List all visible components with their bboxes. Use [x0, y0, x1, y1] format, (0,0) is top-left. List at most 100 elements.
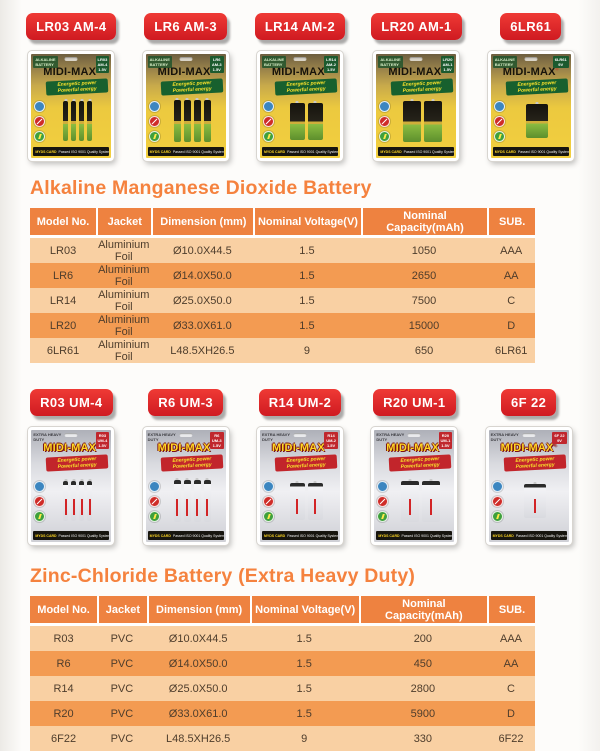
- text-line: 1.5V: [98, 67, 107, 72]
- pack-series-text: EXTRA HEAVY DUTY: [376, 432, 404, 442]
- table-cell: LR6: [30, 263, 97, 288]
- eco-icon: [148, 480, 160, 492]
- battery-cells: [162, 480, 223, 522]
- table-cell: Aluminium Foil: [96, 263, 152, 288]
- table-row: 6F22 PVC L48.5XH26.5 9 330 6F22: [30, 726, 535, 751]
- table-cell: 1.5: [253, 263, 361, 288]
- no-mercury-icon: [148, 115, 160, 127]
- alkaline-heading: Alkaline Manganese Dioxide Battery: [30, 177, 372, 199]
- eco-icon: [262, 480, 274, 492]
- text-line: LR03: [97, 57, 108, 62]
- product-model-label: 6LR61: [500, 13, 562, 40]
- pack-body: [260, 95, 340, 147]
- text-line: R03: [98, 433, 107, 438]
- registered-mark-icon: ®: [553, 442, 557, 448]
- text-line: 1.5V: [441, 443, 450, 448]
- table-cell: 9: [253, 338, 361, 363]
- eco-icon: [491, 480, 503, 492]
- text-line: BATTERY: [263, 62, 283, 67]
- table-cell: PVC: [97, 726, 147, 751]
- cert-strip-text: Passed ISO 9001 Quality System Certifica…: [515, 533, 567, 538]
- column-header: Jacket: [97, 596, 147, 626]
- no-mercury-icon: [379, 115, 391, 127]
- cert-strip: MYDS CARD Passed ISO 9001 Quality System …: [492, 147, 569, 156]
- table-row: R14 PVC Ø25.0X50.0 1.5 2800 C: [30, 676, 535, 701]
- cert-strip-tag: MYDS CARD: [492, 533, 514, 538]
- battery-cells: [507, 104, 568, 138]
- column-header: Nominal Voltage(V): [249, 596, 359, 626]
- eco-icon: [493, 100, 505, 112]
- brand-logo: MIDI-MAX®: [500, 442, 557, 454]
- table-cell: 9: [249, 726, 359, 751]
- table-cell: L48.5XH26.5: [151, 338, 254, 363]
- no-mercury-icon: [262, 115, 274, 127]
- pack-series-text: ALKALINE BATTERY: [33, 56, 58, 68]
- cert-strip: MYDS CARD Passed ISO 9001 Quality System …: [376, 531, 453, 540]
- table-cell: 650: [360, 338, 488, 363]
- text-line: AM-2: [326, 62, 336, 67]
- flash-icon: [148, 510, 160, 522]
- no-mercury-icon: [148, 495, 160, 507]
- table-cell: AA: [487, 651, 535, 676]
- cert-strip-text: Passed ISO 9001 Quality System Certifica…: [172, 149, 224, 154]
- battery-cell: [307, 482, 323, 520]
- battery-cell: [193, 480, 201, 522]
- table-row: LR20 Aluminium Foil Ø33.0X61.0 1.5 15000 D: [30, 313, 535, 338]
- column-header: SUB.: [487, 596, 535, 626]
- table-cell: 1.5: [253, 238, 361, 263]
- slogan-banner: Energetic power Powerful energy: [503, 454, 566, 472]
- flash-icon: [262, 510, 274, 522]
- cert-strip-text: Passed ISO 9001 Quality System Certifica…: [517, 149, 569, 154]
- battery-cells: [505, 484, 566, 518]
- flash-icon: [34, 510, 46, 522]
- table-cell: R03: [30, 626, 98, 651]
- battery-cell: [63, 481, 69, 521]
- text-line: 9V: [557, 438, 562, 443]
- pack-body: [146, 471, 226, 531]
- text-line: UM-3: [211, 438, 222, 443]
- hang-hole-icon: [409, 57, 423, 61]
- text-line: 1.5V: [443, 67, 452, 72]
- battery-cell: [524, 484, 547, 518]
- text-line: ALKALINE: [380, 57, 401, 62]
- cert-strip-tag: MYDS CARD: [263, 533, 286, 538]
- hang-hole-icon: [293, 433, 307, 437]
- table-cell: LR03: [30, 238, 97, 263]
- text-line: DUTY: [261, 437, 273, 442]
- table-cell: D: [487, 701, 535, 726]
- table-cell: Aluminium Foil: [96, 238, 152, 263]
- no-mercury-icon: [262, 495, 274, 507]
- table-header-row: Model No. Jacket Dimension (mm) Nominal Vol…: [30, 596, 535, 626]
- product-model-label: LR03 AM-4: [26, 13, 117, 40]
- product-model-label: R03 UM-4: [30, 389, 113, 416]
- battery-cell: [289, 102, 305, 140]
- battery-cell: [87, 101, 93, 141]
- battery-cells: [390, 480, 451, 522]
- table-cell: R6: [30, 651, 98, 676]
- text-line: EXTRA HEAVY: [376, 432, 405, 437]
- pack-model-tag: LR6 AM-3 1.5V: [209, 56, 224, 73]
- table-cell: Aluminium Foil: [96, 288, 152, 313]
- battery-cell: [63, 101, 69, 141]
- table-cell: R20: [30, 701, 98, 726]
- text-line: UM-1: [440, 438, 451, 443]
- table-row: LR14 Aluminium Foil Ø25.0X50.0 1.5 7500 C: [30, 288, 535, 313]
- battery-cell: [203, 480, 211, 522]
- text-line: 1.5V: [98, 443, 107, 448]
- text-line: 1.5V: [212, 67, 221, 72]
- product-item: R14 UM-2 EXTRA HEAVY DUTY R14 UM-2 1.5V MIDI-M…: [255, 389, 344, 546]
- text-line: AM-3: [211, 62, 222, 67]
- no-mercury-icon: [491, 495, 503, 507]
- hang-hole-icon: [179, 57, 193, 61]
- hang-hole-icon: [522, 433, 536, 437]
- table-cell: Ø25.0X50.0: [151, 288, 254, 313]
- zinc-spec-table: Model No. Jacket Dimension (mm) Nominal Vol…: [30, 596, 535, 751]
- product-model-label: LR6 AM-3: [144, 13, 227, 40]
- column-header: Jacket: [96, 208, 152, 238]
- cert-strip-tag: MYDS CARD: [378, 533, 400, 538]
- column-header: SUB.: [487, 208, 535, 238]
- no-mercury-icon: [34, 115, 46, 127]
- table-cell: Ø10.0X44.5: [151, 238, 254, 263]
- column-header: Nominal Voltage(V): [253, 208, 361, 238]
- slogan-banner: Energetic power Powerful energy: [45, 78, 109, 96]
